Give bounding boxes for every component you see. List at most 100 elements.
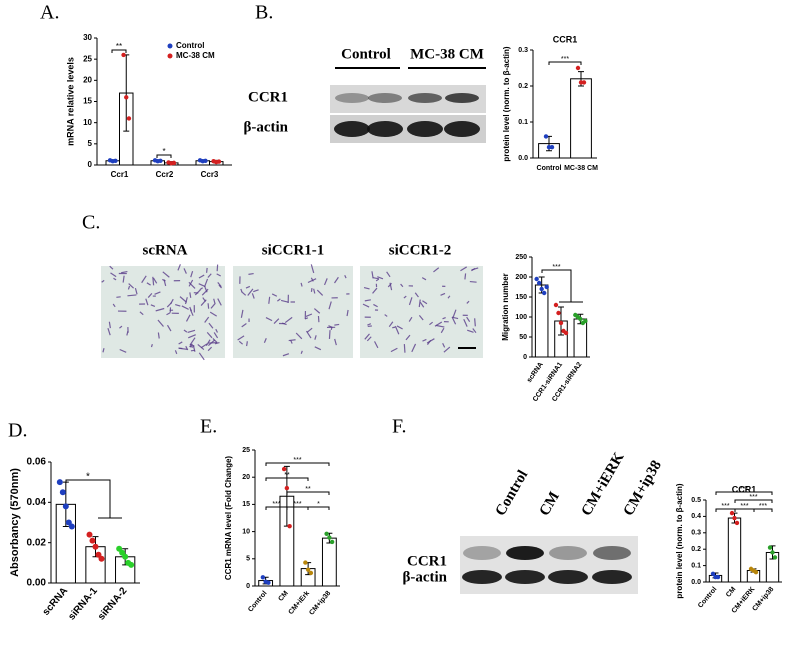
panel-label: C.: [82, 212, 100, 234]
x-tick-label: Control: [247, 590, 268, 614]
data-point: [260, 575, 266, 580]
cell: [364, 333, 370, 340]
blot-column: Control: [341, 46, 391, 62]
cell: [174, 350, 178, 355]
data-point: [536, 280, 542, 286]
y-tick-label: 30: [83, 33, 92, 42]
x-tick-label: CM: [277, 590, 289, 603]
blot-row: β-actin: [243, 119, 288, 135]
significance-bracket: [307, 506, 330, 510]
cell: [372, 287, 378, 294]
blot-column: CM+ip38: [621, 458, 665, 519]
cell: [207, 303, 210, 309]
data-point: [581, 80, 587, 85]
cell: [408, 316, 413, 322]
cell: [405, 334, 411, 341]
cell: [422, 300, 428, 305]
cell: [200, 299, 207, 306]
x-tick-label: scRNA: [526, 361, 545, 384]
data-point: [770, 550, 775, 555]
cell: [472, 328, 477, 334]
cell: [107, 328, 111, 336]
y-tick-label: 0.5: [691, 497, 701, 504]
blot-column: CM: [537, 489, 563, 519]
panel-label: B.: [255, 2, 273, 24]
cell: [198, 352, 205, 361]
significance-label: *: [162, 147, 165, 156]
cell: [403, 344, 406, 353]
significance-label: ***: [740, 503, 748, 510]
cell: [116, 296, 121, 298]
cell: [305, 330, 312, 339]
data-point: [59, 489, 66, 496]
y-tick-label: 0.3: [691, 530, 701, 537]
cell: [201, 288, 209, 296]
cell: [110, 272, 117, 278]
cell: [189, 337, 196, 346]
cell: [121, 270, 128, 274]
cell: [217, 281, 222, 288]
cell: [334, 323, 340, 326]
cell: [403, 295, 407, 299]
cell: [388, 321, 394, 328]
y-axis-label: CCR1 mRNA level (Fold Change): [224, 456, 233, 580]
cell: [179, 347, 188, 351]
cell: [210, 302, 216, 309]
cell: [471, 267, 476, 272]
data-point: [158, 158, 163, 163]
y-tick-label: 5: [88, 139, 93, 148]
cell: [134, 288, 138, 295]
data-point: [62, 503, 69, 510]
cell: [367, 323, 372, 326]
cell: [367, 325, 373, 328]
legend-marker: [167, 43, 173, 49]
x-tick-label: Control: [537, 165, 562, 172]
bar: [534, 284, 549, 358]
cell: [323, 278, 328, 286]
cell: [408, 297, 413, 306]
y-tick-label: 20: [242, 474, 250, 481]
chart-title: CCR1: [553, 34, 578, 44]
significance-bracket: [541, 269, 572, 302]
y-tick-label: 0.02: [27, 537, 47, 548]
cell: [177, 264, 181, 271]
cell: [418, 314, 424, 321]
cell: [328, 301, 332, 310]
cell: [218, 284, 222, 289]
data-point: [126, 116, 132, 121]
cell: [467, 329, 474, 333]
cell: [253, 289, 259, 293]
cell: [240, 309, 244, 318]
significance-label: ***: [721, 503, 729, 510]
y-tick-label: 0.2: [518, 83, 528, 90]
significance-bracket: [265, 462, 330, 466]
panel-label: F.: [392, 416, 407, 438]
cell: [154, 291, 161, 295]
cell: [460, 266, 467, 272]
x-tick-label: siRNA-1: [66, 585, 100, 622]
cell: [316, 289, 324, 296]
y-tick-label: 0.0: [691, 579, 701, 586]
cell: [429, 321, 434, 326]
y-tick-label: 15: [83, 97, 92, 106]
legend-label: MC-38 CM: [176, 51, 215, 60]
bar: [321, 537, 337, 587]
cell: [418, 299, 421, 308]
x-tick-label: CM+ip38: [308, 590, 332, 617]
cell: [363, 286, 370, 290]
panel-label: E.: [200, 416, 217, 438]
cell: [333, 276, 339, 284]
data-point: [549, 145, 555, 150]
cell: [451, 316, 457, 325]
cell: [281, 322, 287, 326]
cell: [246, 341, 248, 347]
cell: [155, 307, 165, 312]
y-tick-label: 10: [83, 118, 92, 127]
cell: [162, 278, 166, 282]
data-point: [68, 523, 75, 530]
cell: [209, 311, 218, 317]
x-tick-label: Ccr3: [201, 170, 219, 179]
cell: [377, 276, 384, 280]
data-point: [308, 570, 314, 576]
cell: [205, 339, 211, 347]
